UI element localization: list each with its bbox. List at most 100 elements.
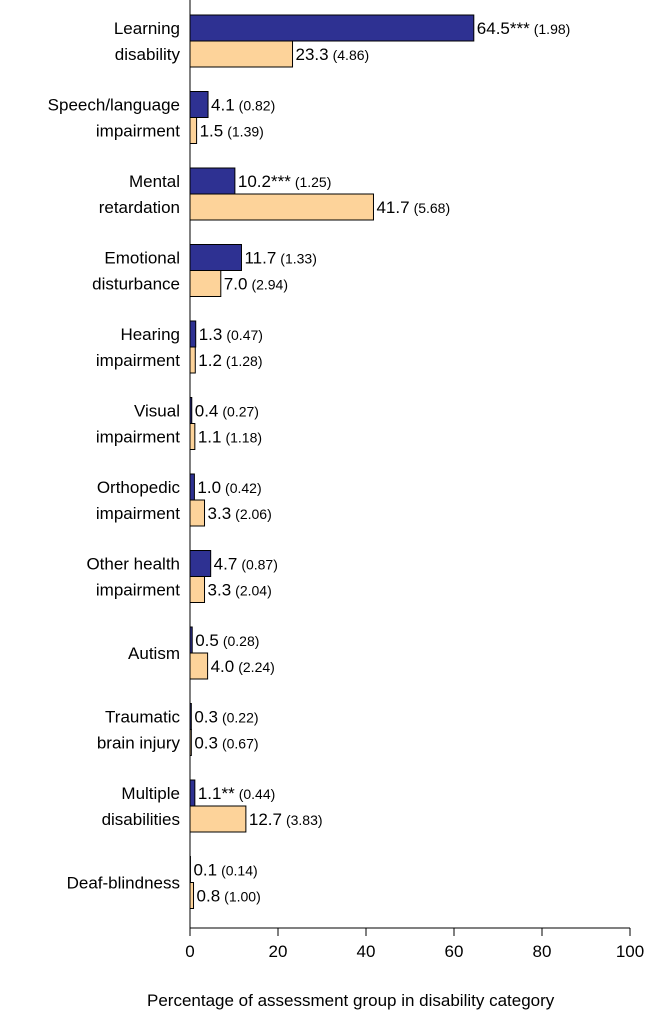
bar — [189, 550, 212, 577]
value-label: 10.2*** — [238, 172, 291, 191]
error-label: (1.28) — [226, 353, 263, 369]
error-label: (2.04) — [235, 583, 272, 599]
value-label: 41.7 — [376, 198, 409, 217]
data-label: 1.1** (0.44) — [198, 784, 275, 803]
error-label: (4.86) — [333, 47, 370, 63]
category-label: Orthopedic impairment — [96, 478, 181, 523]
x-tick-label: 0 — [185, 942, 194, 961]
category-line: Orthopedic — [97, 478, 181, 497]
bar — [189, 576, 206, 603]
category-label: Hearing impairment — [96, 325, 180, 370]
error-label: (0.14) — [221, 863, 258, 879]
category-line: disability — [115, 45, 181, 64]
data-label: 0.1 (0.14) — [193, 861, 257, 880]
data-label: 0.4 (0.27) — [195, 402, 259, 421]
data-label: 10.2*** (1.25) — [238, 172, 332, 191]
value-label: 0.3 — [194, 734, 218, 753]
bar — [189, 652, 209, 680]
category-line: brain injury — [97, 734, 181, 753]
bar — [189, 729, 192, 756]
error-label: (0.47) — [226, 327, 263, 343]
data-label: 0.5 (0.28) — [195, 631, 259, 650]
bar — [189, 40, 294, 68]
x-axis-label: Percentage of assessment group in disabi… — [147, 991, 555, 1010]
data-label: 0.8 (1.00) — [197, 887, 261, 906]
bar — [189, 882, 195, 909]
data-label: 23.3 (4.86) — [296, 45, 370, 64]
value-label: 1.2 — [198, 351, 222, 370]
category-line: Multiple — [121, 784, 180, 803]
category-line: impairment — [96, 351, 180, 370]
category-line: Learning — [114, 19, 180, 38]
value-label: 11.7 — [244, 249, 276, 268]
category-label: Learning disability — [114, 19, 181, 64]
category-line: retardation — [99, 198, 180, 217]
bar — [189, 14, 475, 42]
category-label: Emotional disturbance — [92, 249, 180, 294]
category-line: Hearing — [120, 325, 180, 344]
error-label: (0.67) — [222, 736, 259, 752]
error-label: (0.87) — [241, 557, 278, 573]
data-label: 1.3 (0.47) — [199, 325, 263, 344]
bar — [189, 91, 209, 118]
error-label: (0.28) — [223, 633, 260, 649]
bar — [189, 626, 193, 654]
value-label: 3.3 — [208, 581, 232, 600]
error-label: (0.22) — [222, 710, 259, 726]
category-label: Autism — [128, 644, 180, 663]
value-label: 1.5 — [200, 122, 224, 141]
error-label: (0.27) — [222, 404, 259, 420]
category-line: Emotional — [104, 249, 180, 268]
bar — [189, 320, 197, 348]
data-label: 64.5*** (1.98) — [477, 19, 571, 38]
category-line: impairment — [96, 428, 180, 447]
category-label: Mental retardation — [99, 172, 180, 217]
data-label: 4.0 (2.24) — [211, 657, 275, 676]
error-label: (1.00) — [224, 889, 261, 905]
category-label: Visual impairment — [96, 402, 180, 447]
bar — [189, 779, 196, 807]
error-label: (2.24) — [238, 659, 275, 675]
x-tick-label: 80 — [533, 942, 552, 961]
bar — [189, 117, 198, 144]
error-label: (3.83) — [286, 812, 323, 828]
data-label: 41.7 (5.68) — [376, 198, 450, 217]
value-label: 7.0 — [224, 275, 248, 294]
bar — [189, 423, 196, 450]
category-line: impairment — [96, 581, 180, 600]
data-label: 0.3 (0.22) — [194, 708, 258, 727]
error-label: (0.82) — [239, 98, 276, 114]
category-line: Mental — [129, 172, 180, 191]
category-line: Other health — [86, 555, 180, 574]
value-label: 0.4 — [195, 402, 219, 421]
category-label: Speech/language impairment — [48, 96, 181, 141]
data-label: 3.3 (2.04) — [208, 581, 272, 600]
data-label: 3.3 (2.06) — [208, 504, 272, 523]
bar — [189, 703, 192, 730]
value-label: 4.7 — [214, 555, 238, 574]
bar — [189, 473, 195, 501]
error-label: (5.68) — [414, 200, 451, 216]
error-label: (2.94) — [251, 277, 288, 293]
value-label: 1.0 — [197, 478, 221, 497]
data-label: 12.7 (3.83) — [249, 810, 323, 829]
data-label: 1.1 (1.18) — [198, 428, 262, 447]
category-line: disabilities — [102, 810, 180, 829]
category-line: Autism — [128, 644, 180, 663]
x-tick-label: 20 — [269, 942, 288, 961]
value-label: 12.7 — [249, 810, 282, 829]
category-line: impairment — [96, 122, 180, 141]
data-label: 1.5 (1.39) — [200, 122, 264, 141]
value-label: 4.0 — [211, 657, 235, 676]
value-label: 3.3 — [208, 504, 232, 523]
x-tick-label: 60 — [445, 942, 464, 961]
bar — [189, 270, 222, 297]
error-label: (1.39) — [227, 124, 264, 140]
category-label: Multiple disabilities — [102, 784, 180, 829]
bar — [189, 244, 242, 271]
data-label: 0.3 (0.67) — [194, 734, 258, 753]
data-label: 4.7 (0.87) — [214, 555, 278, 574]
error-label: (1.33) — [280, 251, 317, 267]
value-label: 23.3 — [296, 45, 329, 64]
